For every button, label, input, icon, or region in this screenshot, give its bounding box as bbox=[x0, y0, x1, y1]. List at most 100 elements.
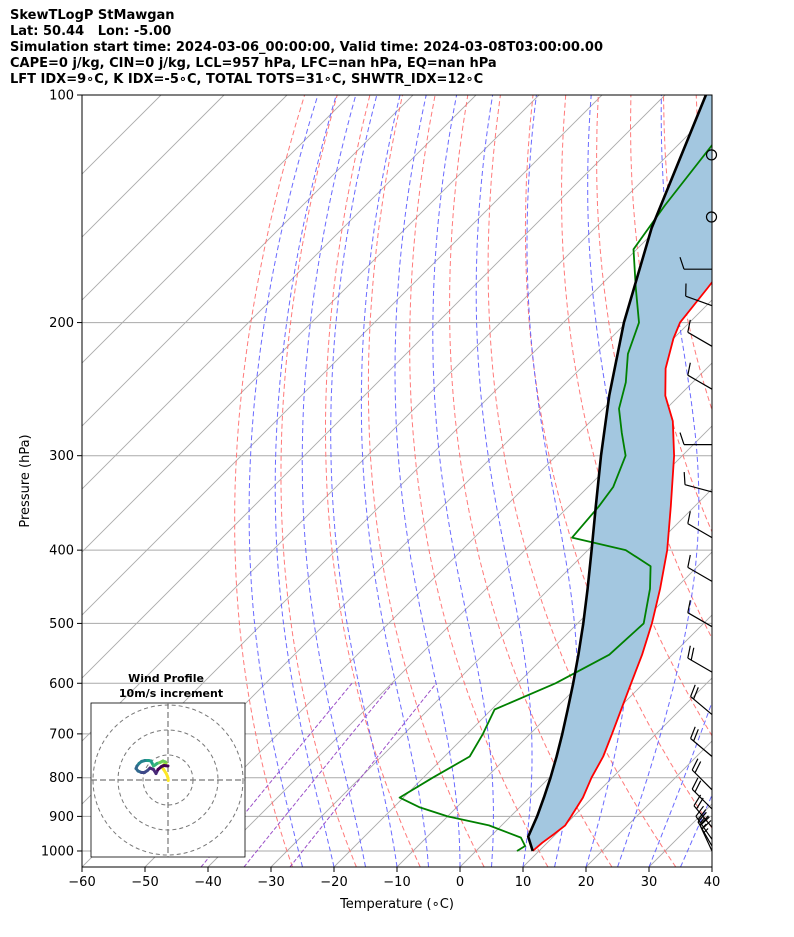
y-tick-label: 600 bbox=[49, 677, 74, 692]
wind-barb bbox=[687, 511, 713, 539]
y-tick-label: 800 bbox=[49, 771, 74, 786]
dry-adiabat bbox=[325, 95, 421, 867]
calm-wind-circle bbox=[705, 149, 718, 161]
isotherm-line bbox=[82, 95, 477, 490]
mixing-ratio-line bbox=[289, 682, 437, 867]
x-tick-label: −40 bbox=[194, 875, 221, 890]
moist-adiabat bbox=[274, 95, 337, 867]
y-tick-label: 700 bbox=[49, 727, 74, 742]
wind-barb bbox=[687, 362, 713, 390]
x-tick-label: −50 bbox=[131, 875, 158, 890]
y-tick-label: 900 bbox=[49, 810, 74, 825]
indices-line-1: CAPE=0 j/kg, CIN=0 j/kg, LCL=957 hPa, LF… bbox=[10, 56, 497, 71]
dry-adiabat bbox=[729, 95, 794, 867]
wind-barb bbox=[690, 684, 713, 716]
dry-adiabat bbox=[561, 95, 712, 737]
isotherm-line bbox=[82, 95, 540, 553]
x-tick-label: 0 bbox=[456, 875, 464, 890]
hodograph-subtitle: 10m/s increment bbox=[119, 687, 223, 700]
wind-barb bbox=[687, 645, 713, 673]
axes: −60 −50 −40 −30 −20 −10 0 10 20 30 40 100 200 300 400 5… bbox=[41, 89, 720, 891]
x-tick-label: 30 bbox=[641, 875, 658, 890]
hodograph-plot bbox=[91, 703, 245, 857]
moist-adiabat bbox=[475, 95, 533, 867]
x-tick-label: −30 bbox=[257, 875, 284, 890]
x-tick-label: −10 bbox=[383, 875, 410, 890]
isotherm-line bbox=[82, 95, 225, 238]
isotherm-line bbox=[82, 95, 603, 616]
dry-adiabat bbox=[367, 95, 485, 867]
isotherm-line bbox=[82, 95, 351, 364]
wind-barb bbox=[699, 816, 713, 852]
dewpoint-line bbox=[398, 143, 712, 852]
calm-wind-circle bbox=[705, 211, 718, 223]
y-tick-label: 400 bbox=[49, 544, 74, 559]
x-tick-label: −60 bbox=[68, 875, 95, 890]
x-axis-label: Temperature (∘C) bbox=[339, 897, 454, 912]
wind-barb bbox=[687, 554, 713, 582]
isotherm-line bbox=[82, 95, 414, 427]
hodograph: Wind Profile 10m/s increment bbox=[90, 672, 246, 858]
location-line: Lat: 50.44 Lon: -5.00 bbox=[10, 24, 172, 39]
x-tick-label: 20 bbox=[578, 875, 595, 890]
dry-adiabat bbox=[524, 95, 712, 829]
dry-adiabat bbox=[280, 95, 357, 867]
wind-barb bbox=[679, 432, 712, 446]
wind-barbs bbox=[679, 149, 718, 852]
parcel-line bbox=[526, 95, 708, 852]
isotherm-line bbox=[522, 677, 712, 867]
wind-barb bbox=[687, 600, 713, 628]
dry-adiabat bbox=[449, 95, 613, 867]
indices-line-2: LFT IDX=9∘C, K IDX=-5∘C, TOTAL TOTS=31∘C… bbox=[10, 72, 484, 87]
y-tick-label: 500 bbox=[49, 617, 74, 632]
temperature-line bbox=[532, 280, 712, 852]
dry-adiabat bbox=[761, 95, 794, 867]
moist-adiabat bbox=[394, 95, 461, 867]
moist-adiabat bbox=[360, 95, 429, 867]
hodograph-segment bbox=[162, 764, 170, 768]
profile-lines bbox=[398, 95, 712, 852]
moist-adiabat bbox=[526, 95, 578, 867]
moist-adiabat bbox=[711, 865, 712, 867]
wind-barb bbox=[691, 758, 713, 791]
isotherm-line bbox=[82, 110, 712, 742]
moist-adiabat bbox=[617, 95, 700, 867]
x-tick-label: −20 bbox=[320, 875, 347, 890]
chart-title: SkewTLogP StMawgan bbox=[10, 8, 175, 23]
moist-adiabat bbox=[330, 95, 398, 867]
x-tick-label: 10 bbox=[515, 875, 532, 890]
isotherm-line bbox=[82, 95, 666, 679]
y-tick-label: 200 bbox=[49, 316, 74, 331]
wind-barb bbox=[685, 283, 713, 307]
dry-adiabat bbox=[487, 95, 677, 867]
y-tick-label: 300 bbox=[49, 449, 74, 464]
wind-barb bbox=[679, 257, 712, 270]
isotherm-line bbox=[333, 488, 712, 867]
isotherm-line bbox=[711, 866, 712, 867]
x-tick-label: 40 bbox=[704, 875, 721, 890]
wind-barb bbox=[697, 811, 713, 847]
dry-adiabat bbox=[234, 95, 306, 867]
y-tick-label: 100 bbox=[49, 89, 74, 104]
moist-adiabat bbox=[432, 95, 494, 867]
hodograph-title: Wind Profile bbox=[128, 672, 204, 685]
isotherm-line bbox=[396, 551, 712, 867]
moist-adiabat bbox=[301, 95, 366, 867]
time-line: Simulation start time: 2024-03-06_00:00:… bbox=[10, 40, 603, 55]
moist-adiabat bbox=[680, 793, 712, 867]
wind-barb bbox=[683, 472, 713, 493]
wind-barb bbox=[687, 319, 713, 347]
mixing-ratio-line bbox=[243, 682, 394, 867]
moist-adiabat bbox=[648, 700, 712, 867]
wind-barb bbox=[690, 726, 713, 757]
cin-cape-shading bbox=[528, 95, 712, 851]
y-axis-label: Pressure (hPa) bbox=[18, 434, 33, 527]
isotherm-line bbox=[144, 299, 712, 867]
y-tick-label: 1000 bbox=[41, 844, 74, 859]
dry-adiabat bbox=[663, 95, 712, 412]
isotherm-line bbox=[82, 95, 288, 301]
moist-adiabat bbox=[248, 95, 319, 867]
dry-adiabat bbox=[409, 95, 549, 867]
title-block: SkewTLogP StMawgan Lat: 50.44 Lon: -5.00… bbox=[10, 8, 790, 88]
